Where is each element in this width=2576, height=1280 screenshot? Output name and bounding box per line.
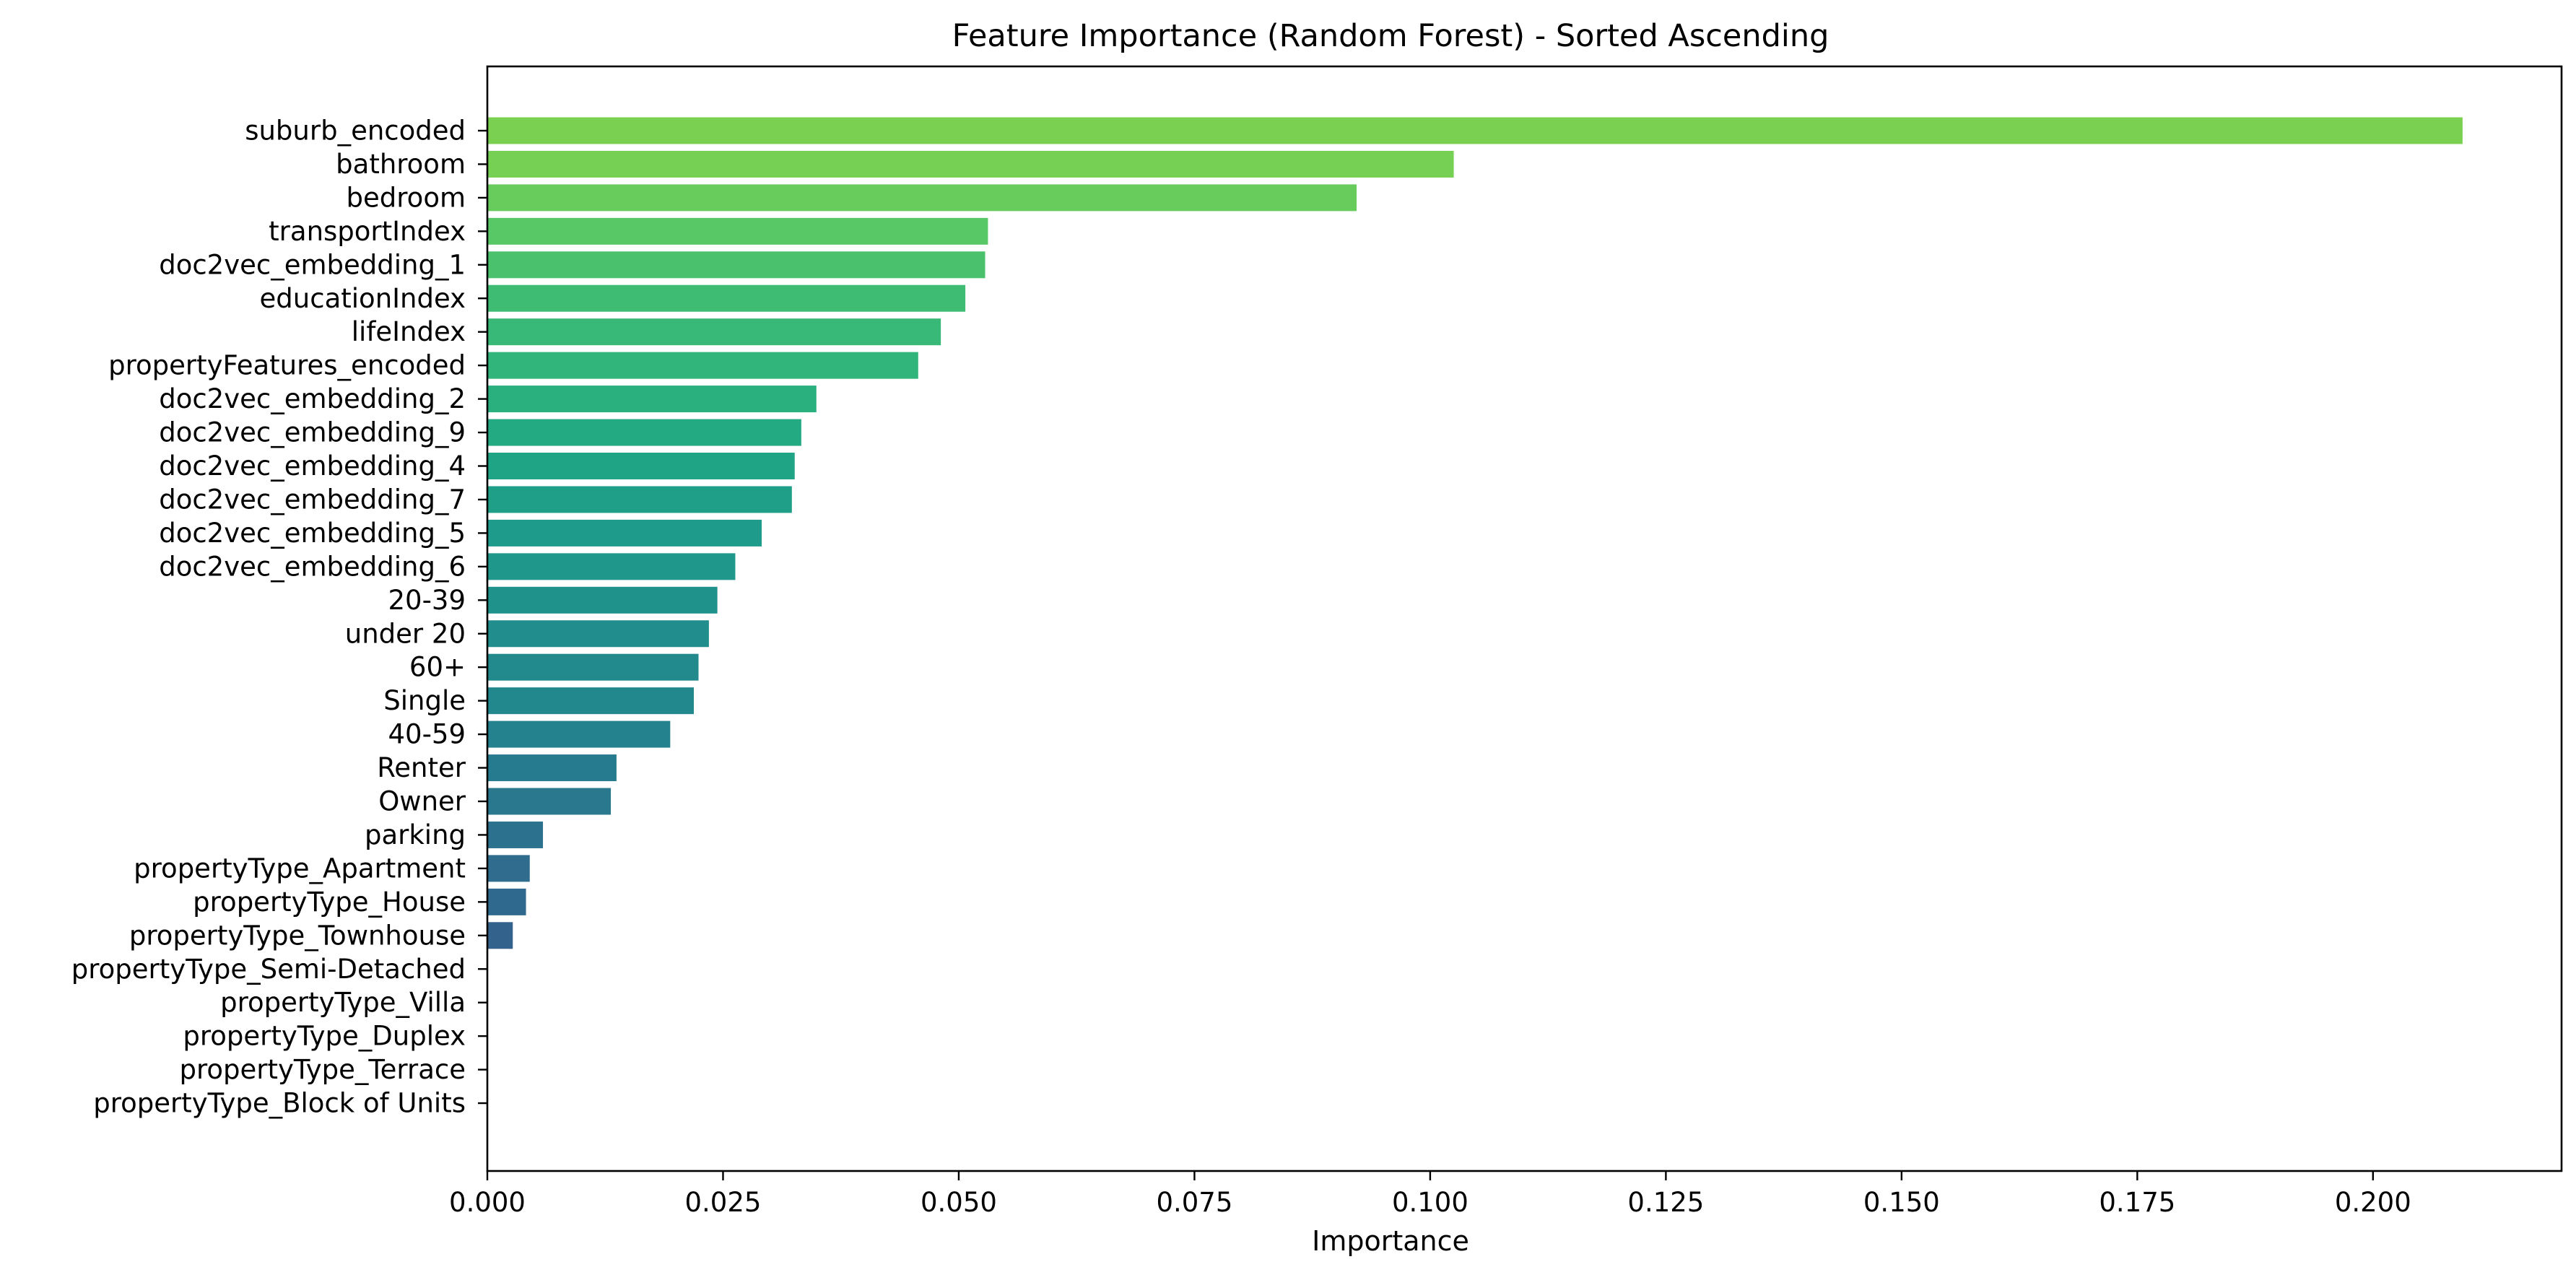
y-tick-label: under 20 [345,618,466,649]
y-tick-label: propertyType_House [193,887,466,918]
bar [487,855,530,882]
bar [487,217,988,245]
y-tick-label: propertyFeatures_encoded [108,350,466,381]
bar [487,922,513,949]
bar [487,486,792,513]
bar [487,720,671,748]
y-tick-label: Owner [378,786,466,817]
y-tick-label: doc2vec_embedding_5 [159,518,466,549]
x-tick-label: 0.025 [685,1187,762,1218]
y-tick-label: propertyType_Terrace [179,1054,466,1085]
x-tick-label: 0.050 [921,1187,997,1218]
x-tick-label: 0.100 [1392,1187,1468,1218]
y-tick-label: doc2vec_embedding_7 [159,484,466,515]
bar [487,284,966,312]
y-tick-label: bedroom [347,182,466,213]
bar [487,687,694,715]
y-tick-label: doc2vec_embedding_4 [159,450,466,482]
bar [487,352,918,379]
y-tick-label: parking [365,819,466,850]
x-tick-label: 0.200 [2335,1187,2411,1218]
bar [487,117,2463,144]
y-tick-label: suburb_encoded [245,116,466,147]
ticks-layer: suburb_encodedbathroombedroomtransportIn… [71,116,2411,1219]
y-tick-label: propertyType_Townhouse [129,920,466,951]
y-tick-label: bathroom [336,149,466,180]
bar [487,620,709,648]
y-tick-label: propertyType_Semi-Detached [71,954,466,985]
x-tick-label: 0.150 [1863,1187,1940,1218]
bar [487,553,736,580]
x-tick-label: 0.000 [449,1187,526,1218]
bars-layer [487,117,2463,949]
bar [487,184,1357,212]
chart-title: Feature Importance (Random Forest) - Sor… [952,18,1829,54]
bar [487,519,762,547]
y-tick-label: Renter [377,752,466,783]
bar [487,251,985,279]
y-tick-label: 20-39 [388,585,466,616]
bar [487,453,795,479]
y-tick-label: lifeIndex [352,316,466,347]
y-tick-label: propertyType_Villa [220,987,466,1018]
x-tick-label: 0.075 [1156,1187,1232,1218]
x-axis-label: Importance [1312,1225,1469,1257]
bar [487,386,817,413]
bar [487,150,1454,178]
bar [487,653,699,681]
y-tick-label: propertyType_Apartment [134,853,466,884]
bar [487,821,544,848]
x-tick-label: 0.125 [1627,1187,1704,1218]
bar [487,888,526,915]
y-tick-label: doc2vec_embedding_6 [159,551,466,582]
y-tick-label: Single [383,685,466,716]
bar [487,754,617,782]
y-tick-label: propertyType_Duplex [183,1021,466,1052]
y-tick-label: educationIndex [260,283,466,314]
y-tick-label: doc2vec_embedding_2 [159,383,466,414]
y-tick-label: doc2vec_embedding_9 [159,417,466,448]
bar [487,788,612,815]
plot-frame [486,65,2563,1172]
y-tick-label: propertyType_Block of Units [93,1088,466,1119]
y-tick-label: 60+ [409,652,466,683]
y-tick-label: doc2vec_embedding_1 [159,249,466,280]
y-tick-label: transportIndex [269,216,466,247]
bar [487,586,718,614]
x-tick-label: 0.175 [2099,1187,2175,1218]
bar [487,318,941,346]
y-tick-label: 40-59 [388,719,466,750]
bar [487,419,801,446]
